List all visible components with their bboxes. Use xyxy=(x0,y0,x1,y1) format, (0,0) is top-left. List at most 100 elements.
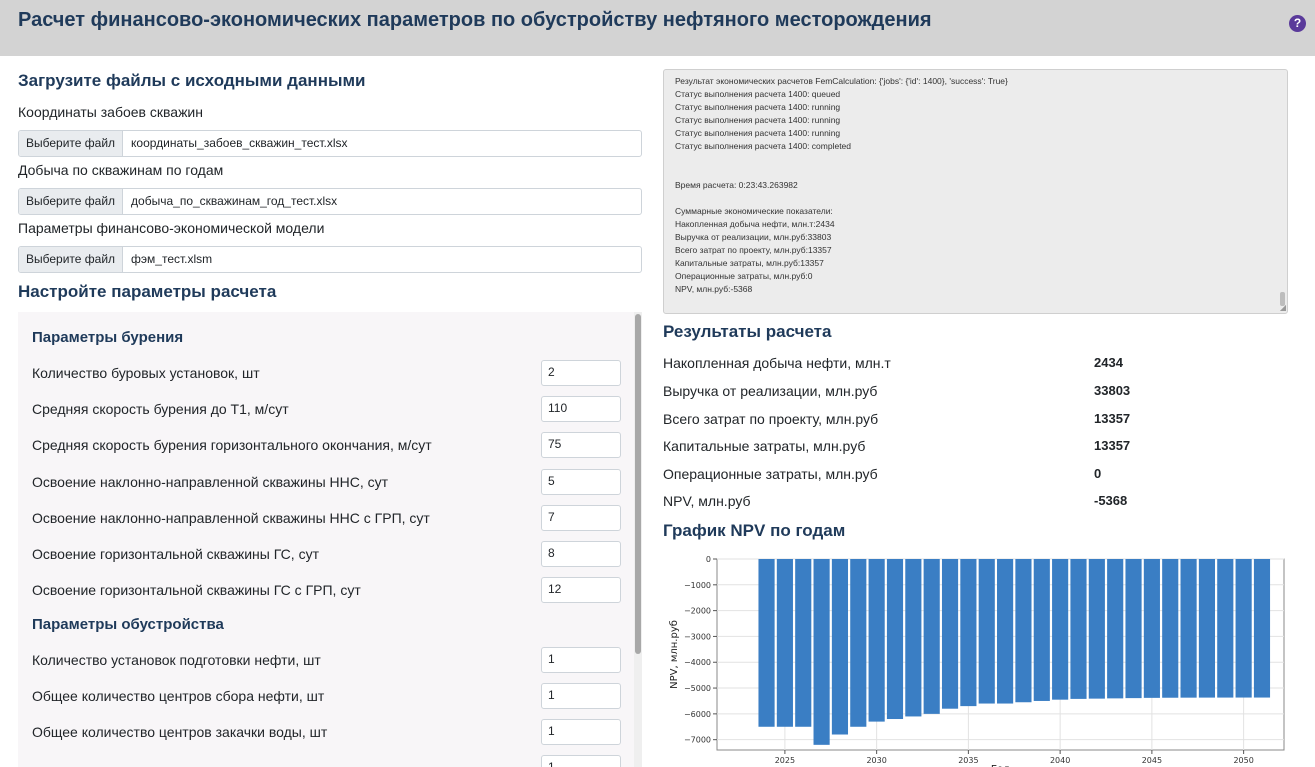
y-axis-label: NPV, млн.руб xyxy=(669,620,680,689)
param-input[interactable]: 2 xyxy=(541,360,621,386)
results-heading: Результаты расчета xyxy=(663,322,832,341)
upload-heading: Загрузите файлы с исходными данными xyxy=(18,71,366,90)
param-input[interactable]: 1 xyxy=(541,755,621,767)
param-input[interactable]: 1 xyxy=(541,647,621,673)
npv-bar xyxy=(1198,559,1216,698)
npv-bar xyxy=(1217,559,1234,698)
npv-bar xyxy=(1033,559,1050,701)
param-row: Освоение горизонтальной скважины ГС, сут… xyxy=(32,541,622,567)
file-input-coords[interactable]: Выберите файл координаты_забоев_скважин_… xyxy=(18,130,642,157)
result-label: NPV, млн.руб xyxy=(663,493,751,509)
result-row: Всего затрат по проекту, млн.руб 13357 xyxy=(663,411,1283,431)
npv-bar xyxy=(941,559,959,709)
npv-bar xyxy=(813,559,830,745)
x-tick-label: 2030 xyxy=(866,756,886,765)
log-line: Суммарные экономические показатели: xyxy=(675,206,833,216)
param-label: Количество буровых установок, шт xyxy=(32,365,260,381)
log-line: Статус выполнения расчета 1400: complete… xyxy=(675,141,852,151)
choose-file-button[interactable]: Выберите файл xyxy=(19,247,124,272)
log-line: Капитальные затраты, млн.руб:13357 xyxy=(675,258,824,268)
log-line: Результат экономических расчетов FemCalc… xyxy=(675,76,1008,86)
result-value: 0 xyxy=(1094,466,1102,481)
y-tick-label: −3000 xyxy=(684,632,711,641)
param-row: Средняя скорость бурения горизонтального… xyxy=(32,432,622,458)
app-header: Расчет финансово-экономических параметро… xyxy=(0,0,1315,56)
npv-bar xyxy=(905,559,922,717)
npv-bar xyxy=(1235,559,1252,698)
npv-bar xyxy=(1070,559,1087,699)
parameters-panel: Параметры бурения Количество буровых уст… xyxy=(18,312,642,767)
y-tick-label: −6000 xyxy=(684,710,711,719)
param-label: Освоение наклонно-направленной скважины … xyxy=(32,510,430,526)
log-line: Статус выполнения расчета 1400: running xyxy=(675,115,841,125)
result-value: 13357 xyxy=(1094,411,1131,426)
y-tick-label: 0 xyxy=(706,555,711,564)
param-input[interactable]: 12 xyxy=(541,577,621,603)
result-row: NPV, млн.руб -5368 xyxy=(663,493,1283,513)
npv-bar xyxy=(1143,559,1160,698)
file-name: координаты_забоев_скважин_тест.xlsx xyxy=(131,136,348,150)
y-tick-label: −7000 xyxy=(684,736,711,745)
log-scrollbar-thumb[interactable] xyxy=(1280,292,1285,306)
param-input[interactable]: 1 xyxy=(541,683,621,709)
npv-bar xyxy=(960,559,977,707)
resize-grip-icon[interactable]: ◢ xyxy=(1279,303,1286,312)
result-label: Всего затрат по проекту, млн.руб xyxy=(663,411,879,427)
help-icon[interactable]: ? xyxy=(1289,15,1306,32)
npv-bar xyxy=(1253,559,1271,698)
npv-chart: 0 −1000 −2000 −3000 −4000 −5000 −6000 −7000 2025… xyxy=(669,555,1285,767)
param-row: Общее количество центров сбора нефти, шт… xyxy=(32,683,622,709)
npv-bar xyxy=(1162,559,1179,698)
param-input[interactable]: 75 xyxy=(541,432,621,458)
file-name: добыча_по_скважинам_год_тест.xlsx xyxy=(131,194,338,208)
x-tick-label: 2025 xyxy=(775,756,795,765)
param-input[interactable]: 7 xyxy=(541,505,621,531)
scrollbar-thumb[interactable] xyxy=(635,314,641,654)
calculation-log[interactable]: Результат экономических расчетов FemCalc… xyxy=(663,69,1288,314)
param-input[interactable]: 5 xyxy=(541,469,621,495)
file-input-production[interactable]: Выберите файл добыча_по_скважинам_год_те… xyxy=(18,188,642,215)
npv-bar xyxy=(868,559,885,722)
npv-bar xyxy=(1125,559,1142,699)
log-line: Всего затрат по проекту, млн.руб:13357 xyxy=(675,245,832,255)
param-row: 1 xyxy=(32,755,622,767)
parameters-scrollbar[interactable] xyxy=(634,312,642,767)
result-label: Операционные затраты, млн.руб xyxy=(663,466,878,482)
log-line: NPV, млн.руб:-5368 xyxy=(675,284,753,294)
result-label: Выручка от реализации, млн.руб xyxy=(663,383,878,399)
npv-bar xyxy=(758,559,775,727)
param-label: Освоение горизонтальной скважины ГС с ГР… xyxy=(32,582,361,598)
param-input[interactable]: 110 xyxy=(541,396,621,422)
drilling-heading: Параметры бурения xyxy=(32,329,184,346)
param-input[interactable]: 1 xyxy=(541,719,621,745)
file-label-coords: Координаты забоев скважин xyxy=(18,104,203,120)
x-axis-label: Год xyxy=(991,764,1010,767)
choose-file-button[interactable]: Выберите файл xyxy=(19,131,124,156)
choose-file-button[interactable]: Выберите файл xyxy=(19,189,124,214)
result-label: Капитальные затраты, млн.руб xyxy=(663,438,866,454)
param-label: Освоение горизонтальной скважины ГС, сут xyxy=(32,546,319,562)
result-value: 2434 xyxy=(1094,355,1123,370)
result-row: Накопленная добыча нефти, млн.т 2434 xyxy=(663,355,1283,375)
param-label: Средняя скорость бурения до Т1, м/сут xyxy=(32,401,289,417)
param-input[interactable]: 8 xyxy=(541,541,621,567)
x-tick-label: 2040 xyxy=(1050,756,1070,765)
log-line: Выручка от реализации, млн.руб:33803 xyxy=(675,232,832,242)
npv-bar xyxy=(776,559,793,727)
page-title: Расчет финансово-экономических параметро… xyxy=(18,9,932,31)
param-label: Освоение наклонно-направленной скважины … xyxy=(32,474,389,490)
npv-bar xyxy=(997,559,1014,704)
result-row: Капитальные затраты, млн.руб 13357 xyxy=(663,438,1283,458)
param-row: Освоение наклонно-направленной скважины … xyxy=(32,469,622,495)
log-line: Время расчета: 0:23:43.263982 xyxy=(675,180,798,190)
log-line: Статус выполнения расчета 1400: queued xyxy=(675,89,841,99)
file-input-model[interactable]: Выберите файл фэм_тест.xlsm xyxy=(18,246,642,273)
param-row: Освоение горизонтальной скважины ГС с ГР… xyxy=(32,577,622,603)
result-row: Операционные затраты, млн.руб 0 xyxy=(663,466,1283,486)
log-line: Статус выполнения расчета 1400: running xyxy=(675,102,841,112)
x-tick-label: 2035 xyxy=(958,756,978,765)
x-tick-label: 2050 xyxy=(1233,756,1253,765)
facilities-heading: Параметры обустройства xyxy=(32,616,224,633)
x-tick-label: 2045 xyxy=(1142,756,1162,765)
result-value: -5368 xyxy=(1094,493,1128,508)
